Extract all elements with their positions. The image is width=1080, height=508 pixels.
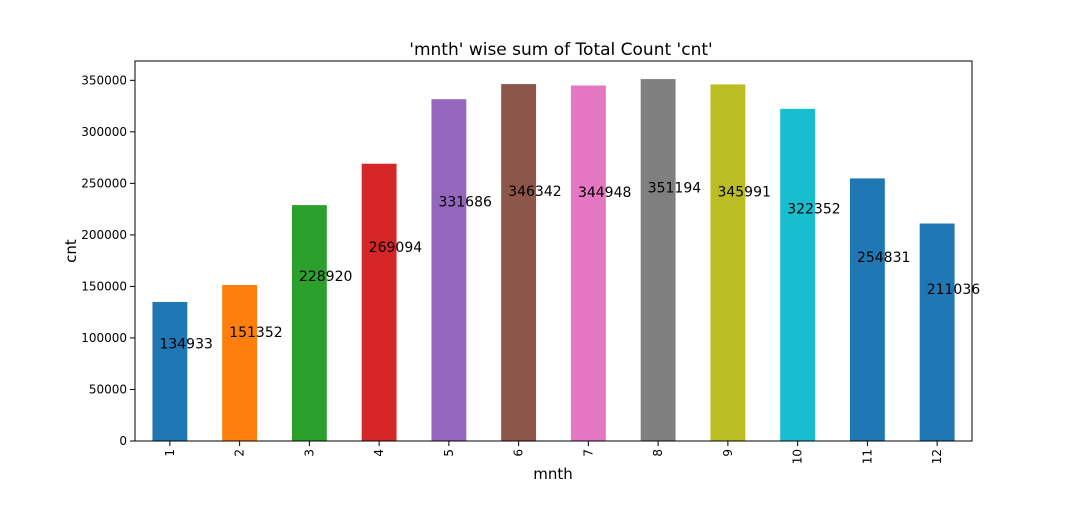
y-tick-label: 0 bbox=[119, 434, 127, 448]
bar-value-label: 151352 bbox=[229, 325, 282, 341]
bar-6 bbox=[501, 84, 537, 441]
x-tick-label: 8 bbox=[651, 449, 665, 457]
x-tick-label: 7 bbox=[581, 449, 595, 457]
bar-1 bbox=[152, 301, 188, 441]
bar-value-label: 344948 bbox=[578, 185, 631, 201]
y-tick-label: 100000 bbox=[81, 331, 127, 345]
bar-10 bbox=[780, 108, 816, 441]
bar-value-label: 351194 bbox=[648, 181, 702, 197]
bar-value-label: 346342 bbox=[508, 184, 561, 200]
bar-8 bbox=[640, 79, 676, 441]
bars-group bbox=[152, 79, 955, 441]
chart-title: 'mnth' wise sum of Total Count 'cnt' bbox=[409, 40, 712, 60]
bar-value-label: 228920 bbox=[299, 269, 352, 285]
y-axis: 0 50000 100000 150000 200000 250000 300000 3500… bbox=[81, 73, 135, 448]
bar-value-label: 322352 bbox=[787, 201, 840, 217]
bar-12 bbox=[919, 223, 955, 441]
y-axis-label: cnt bbox=[62, 239, 80, 263]
bar-2 bbox=[222, 285, 258, 441]
bar-value-label: 345991 bbox=[717, 184, 770, 200]
bar-value-label: 254831 bbox=[857, 250, 910, 266]
x-tick-label: 11 bbox=[860, 449, 874, 464]
data-labels-group: 134933 151352 228920 269094 331686 346342 3449… bbox=[159, 181, 980, 353]
x-tick-label: 12 bbox=[930, 449, 944, 464]
y-tick-label: 50000 bbox=[89, 382, 127, 396]
bar-11 bbox=[849, 178, 885, 441]
bar-5 bbox=[431, 99, 467, 441]
x-tick-label: 3 bbox=[302, 449, 316, 457]
bar-value-label: 211036 bbox=[927, 282, 981, 298]
bar-4 bbox=[361, 163, 397, 441]
bar-value-label: 331686 bbox=[438, 195, 492, 211]
bar-3 bbox=[291, 205, 327, 441]
y-tick-label: 300000 bbox=[81, 125, 127, 139]
bar-value-label: 269094 bbox=[369, 240, 423, 256]
y-tick-label: 350000 bbox=[81, 73, 127, 87]
x-axis: 1 2 3 4 5 6 7 8 9 10 11 12 bbox=[163, 441, 944, 464]
x-axis-label: mnth bbox=[533, 465, 573, 483]
bar-7 bbox=[570, 85, 606, 441]
x-tick-label: 2 bbox=[233, 449, 247, 457]
x-tick-label: 6 bbox=[512, 449, 526, 457]
x-tick-label: 1 bbox=[163, 449, 177, 457]
y-tick-label: 250000 bbox=[81, 176, 127, 190]
y-tick-label: 150000 bbox=[81, 279, 127, 293]
x-tick-label: 10 bbox=[791, 449, 805, 464]
bar-9 bbox=[710, 84, 746, 441]
x-tick-label: 5 bbox=[442, 449, 456, 457]
y-tick-label: 200000 bbox=[81, 228, 127, 242]
x-tick-label: 9 bbox=[721, 449, 735, 457]
plot-frame bbox=[134, 60, 973, 442]
bar-value-label: 134933 bbox=[159, 337, 212, 353]
x-tick-label: 4 bbox=[372, 449, 386, 457]
